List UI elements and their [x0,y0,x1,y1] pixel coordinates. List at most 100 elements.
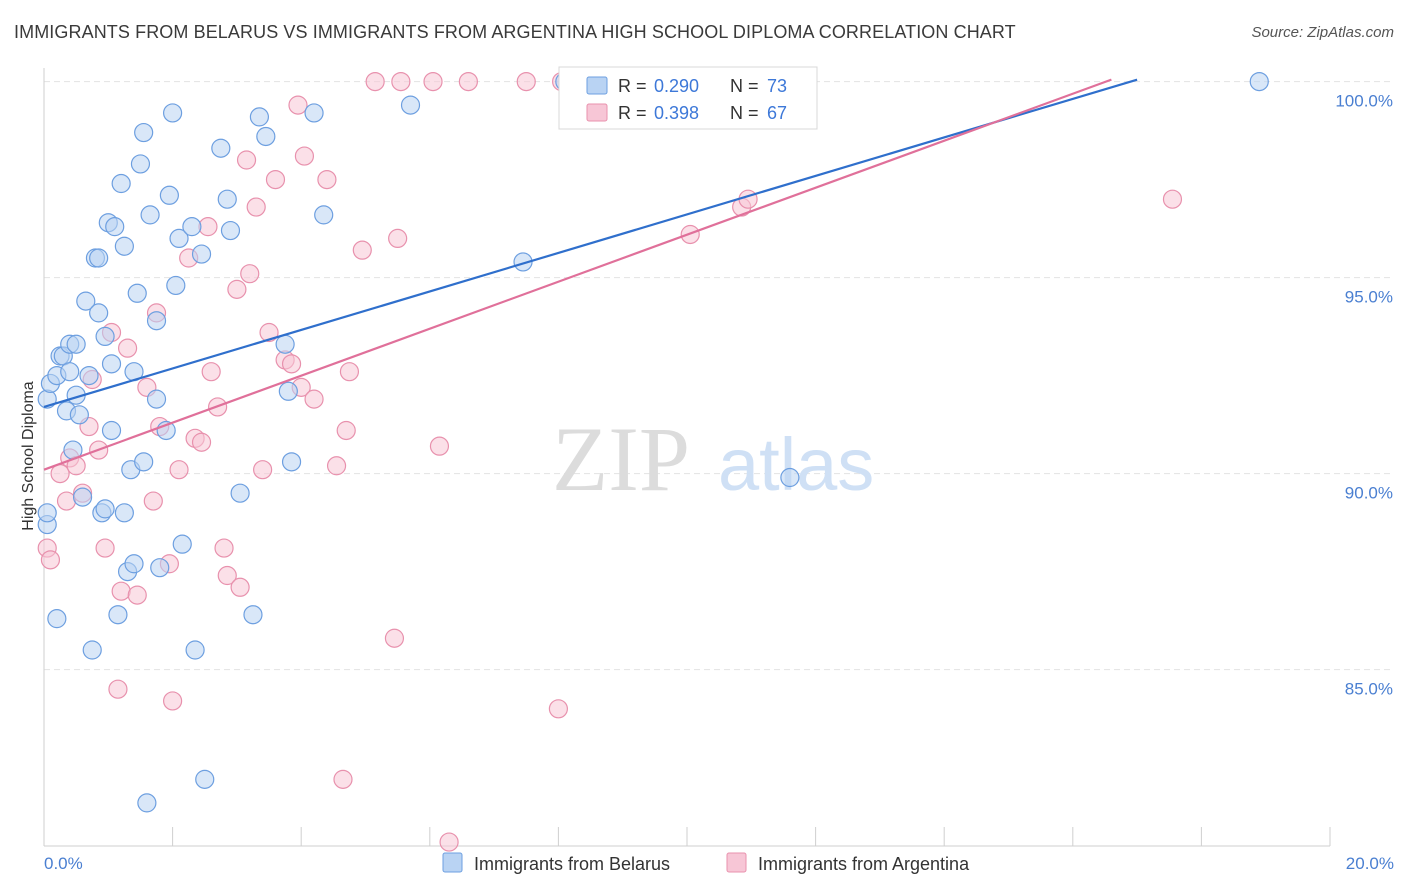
belarus-point [243,605,263,625]
y-tick-label: 90.0% [1345,484,1393,503]
argentina-point [304,389,324,409]
belarus-point [89,303,109,323]
belarus-point [780,467,800,488]
belarus-point [249,107,270,127]
belarus-point [111,173,131,194]
belarus-point [172,534,192,554]
belarus-point [69,405,89,425]
belarus-point [314,205,334,225]
argentina-point [117,338,138,358]
axes [43,68,1331,847]
belarus-point [130,154,151,174]
belarus-point [105,217,125,237]
belarus-point [400,95,421,115]
belarus-point [220,220,241,241]
legend-argentina-n-label: N = [730,103,759,123]
belarus-point [217,189,237,209]
argentina-trend-line [43,78,1112,471]
legend-box: R = 0.290 N = 73 R = 0.398 N = 67 [558,66,818,130]
belarus-point [134,122,154,143]
x-tick-label-min: 0.0% [44,854,83,873]
belarus-point [101,354,122,374]
argentina-point [111,581,131,601]
argentina-point [201,362,221,382]
belarus-point [146,311,167,331]
argentina-point [516,71,536,92]
argentina-point [191,432,212,452]
argentina-point [317,170,337,190]
belarus-points [37,71,1269,813]
bottom-legend-argentina-swatch [726,852,747,873]
legend-belarus-n-value: 73 [767,76,787,96]
argentina-point [50,464,70,484]
argentina-point [127,585,147,605]
argentina-point [265,170,286,190]
argentina-point [326,456,347,476]
bottom-legend: Immigrants from Belarus Immigrants from … [442,852,970,874]
belarus-point [101,420,122,441]
argentina-point [365,71,385,92]
belarus-point [114,503,134,523]
argentina-point [333,769,353,789]
belarus-point [76,291,96,311]
x-tick-label-max: 20.0% [1346,854,1394,873]
argentina-point [217,565,237,586]
bottom-legend-belarus-swatch [442,852,463,873]
argentina-point [227,279,247,299]
argentina-point [738,189,758,209]
belarus-point [191,244,212,264]
argentina-point [281,354,302,374]
argentina-point [384,628,405,648]
legend-argentina-r-value: 0.398 [654,103,699,123]
legend-belarus-n-label: N = [730,76,759,96]
belarus-point [47,609,67,629]
belarus-point [95,326,115,346]
argentina-point [429,436,450,456]
belarus-point [66,334,86,354]
watermark-zip: ZIP [552,408,690,510]
legend-argentina-n-value: 67 [767,103,787,123]
argentina-point [339,362,360,382]
argentina-point [108,679,128,699]
legend-belarus-swatch [586,76,608,95]
watermark-atlas: atlas [718,423,874,506]
y-tick-label: 85.0% [1345,680,1393,699]
belarus-point [159,185,179,205]
belarus-point [1249,71,1269,92]
belarus-point [182,217,202,237]
belarus-point [72,487,93,507]
argentina-point [163,691,183,711]
y-tick-label: 100.0% [1335,92,1393,111]
argentina-point [1162,189,1183,209]
argentina-point [352,240,372,260]
argentina-point [253,460,273,480]
argentina-point [169,460,189,480]
argentina-point [288,95,308,115]
watermark: ZIP atlas [552,408,874,510]
belarus-point [140,205,160,225]
belarus-point [256,126,276,147]
bottom-legend-argentina-label: Immigrants from Argentina [758,854,970,874]
argentina-point [423,71,443,92]
belarus-point [146,389,167,409]
legend-belarus-r-value: 0.290 [654,76,699,96]
belarus-point [82,640,102,660]
trend-lines [43,78,1138,471]
argentina-point [230,577,250,597]
belarus-point [304,103,324,123]
belarus-point [275,334,295,354]
belarus-point [166,275,186,296]
chart-title: IMMIGRANTS FROM BELARUS VS IMMIGRANTS FR… [14,22,1016,42]
belarus-point [124,554,144,574]
argentina-point [236,150,257,170]
bottom-legend-belarus-label: Immigrants from Belarus [474,854,670,874]
belarus-trend-line [43,78,1138,409]
belarus-point [127,283,147,303]
argentina-point [336,420,356,441]
belarus-point [169,228,189,248]
belarus-point [89,248,109,268]
belarus-point [37,503,57,523]
argentina-point [548,699,569,719]
belarus-point [230,483,250,503]
belarus-point [195,769,215,789]
